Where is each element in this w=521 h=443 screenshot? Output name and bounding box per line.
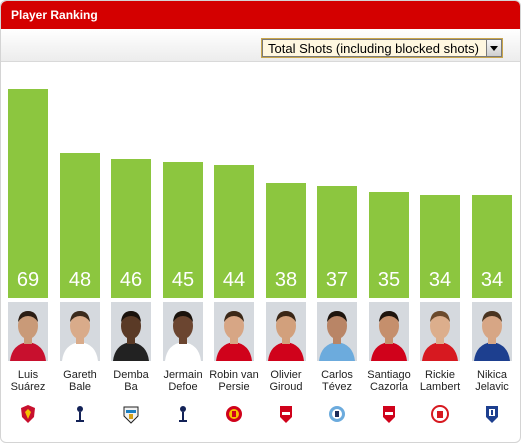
player-last-name: Bale xyxy=(68,381,92,393)
player-first-name: Luis xyxy=(17,369,39,381)
bar-10[interactable] xyxy=(472,195,512,298)
player-last-name: Persie xyxy=(218,381,250,393)
player-portrait-icon xyxy=(317,302,357,361)
player-last-name: Cazorla xyxy=(370,381,408,393)
bar-6[interactable] xyxy=(266,183,306,298)
bar-4[interactable] xyxy=(163,162,203,298)
newcastle-crest-icon[interactable] xyxy=(122,404,140,424)
bar-value-label: 34 xyxy=(480,269,504,291)
bar-2[interactable] xyxy=(60,153,100,298)
bar-value-label: 38 xyxy=(274,269,298,291)
arsenal-crest-icon[interactable] xyxy=(277,404,295,424)
tottenham-crest-icon[interactable] xyxy=(71,404,89,424)
widget-title: Player Ranking xyxy=(11,8,98,22)
player-name[interactable]: Luis Suárez xyxy=(1,369,58,393)
bar-7[interactable] xyxy=(317,186,357,298)
manchester-united-crest-icon[interactable] xyxy=(225,404,243,424)
player-portrait-icon xyxy=(214,302,254,361)
player-first-name: Rickie xyxy=(425,369,455,381)
bar-value-label: 46 xyxy=(119,269,143,291)
bar-value-label: 37 xyxy=(325,269,349,291)
player-photo[interactable] xyxy=(163,302,203,361)
metric-select-value: Total Shots (including blocked shots) xyxy=(268,41,480,56)
player-last-name: Defoe xyxy=(168,381,198,393)
player-first-name: Jermain xyxy=(163,369,203,381)
bar-value-label: 35 xyxy=(377,269,401,291)
player-last-name: Ba xyxy=(124,381,138,393)
chevron-down-icon[interactable] xyxy=(486,40,501,56)
player-portrait-icon xyxy=(266,302,306,361)
player-portrait-icon xyxy=(369,302,409,361)
player-photo[interactable] xyxy=(266,302,306,361)
manchester-city-crest-icon[interactable] xyxy=(328,404,346,424)
player-photo[interactable] xyxy=(369,302,409,361)
player-portrait-icon xyxy=(60,302,100,361)
player-name[interactable]: Gareth Bale xyxy=(50,369,110,393)
player-name[interactable]: Rickie Lambert xyxy=(410,369,470,393)
player-photo[interactable] xyxy=(111,302,151,361)
bar-3[interactable] xyxy=(111,159,151,298)
southampton-crest-icon[interactable] xyxy=(431,404,449,424)
player-name[interactable]: Demba Ba xyxy=(101,369,161,393)
player-last-name: Giroud xyxy=(269,381,303,393)
player-photo[interactable] xyxy=(472,302,512,361)
bar-8[interactable] xyxy=(369,192,409,298)
player-portrait-icon xyxy=(111,302,151,361)
bar-value-label: 34 xyxy=(428,269,452,291)
bar-1[interactable] xyxy=(8,89,48,298)
tottenham-crest-icon[interactable] xyxy=(174,404,192,424)
player-photo[interactable] xyxy=(60,302,100,361)
arsenal-crest-icon[interactable] xyxy=(380,404,398,424)
player-first-name: Olivier xyxy=(270,369,302,381)
player-name[interactable]: Robin van Persie xyxy=(204,369,264,393)
player-last-name: Tévez xyxy=(322,381,352,393)
bar-5[interactable] xyxy=(214,165,254,298)
player-first-name: Nikica xyxy=(477,369,507,381)
player-first-name: Demba xyxy=(113,369,149,381)
player-name[interactable]: Santiago Cazorla xyxy=(359,369,419,393)
player-name[interactable]: Jermain Defoe xyxy=(153,369,213,393)
widget-header: Player Ranking xyxy=(1,1,520,29)
player-photo[interactable] xyxy=(214,302,254,361)
player-portrait-icon xyxy=(472,302,512,361)
player-portrait-icon xyxy=(163,302,203,361)
liverpool-crest-icon[interactable] xyxy=(19,404,37,424)
player-photo[interactable] xyxy=(420,302,460,361)
player-photo[interactable] xyxy=(317,302,357,361)
player-last-name: Suárez xyxy=(10,381,46,393)
bar-value-label: 45 xyxy=(171,269,195,291)
bar-value-label: 44 xyxy=(222,269,246,291)
ranking-chart: 69 Luis Suárez 48 Gareth Bale 46 Demba Ba 45 Jerma… xyxy=(1,63,520,442)
player-last-name: Jelavic xyxy=(475,381,509,393)
player-portrait-icon xyxy=(8,302,48,361)
bar-9[interactable] xyxy=(420,195,460,298)
player-first-name: Santiago xyxy=(367,369,411,381)
player-first-name: Gareth xyxy=(63,369,97,381)
player-name[interactable]: Olivier Giroud xyxy=(256,369,316,393)
player-name[interactable]: Nikica Jelavic xyxy=(462,369,520,393)
player-first-name: Carlos xyxy=(321,369,353,381)
player-first-name: Robin van xyxy=(209,369,259,381)
bar-value-label: 48 xyxy=(68,269,92,291)
bar-value-label: 69 xyxy=(16,269,40,291)
player-photo[interactable] xyxy=(8,302,48,361)
metric-select[interactable]: Total Shots (including blocked shots) xyxy=(262,39,502,57)
player-name[interactable]: Carlos Tévez xyxy=(307,369,367,393)
everton-crest-icon[interactable] xyxy=(483,404,501,424)
player-portrait-icon xyxy=(420,302,460,361)
player-last-name: Lambert xyxy=(419,381,461,393)
